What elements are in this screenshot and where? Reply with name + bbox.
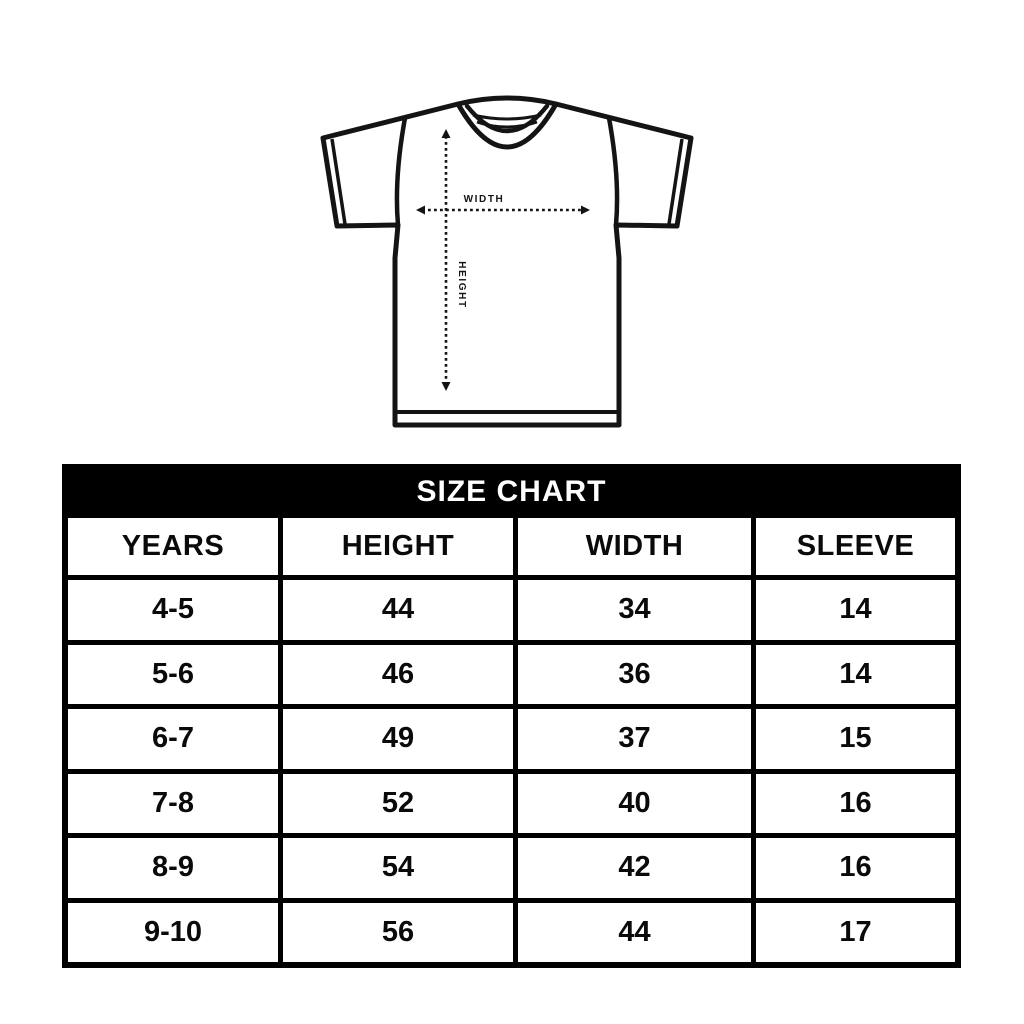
table-cell-r1-c0: 5-6	[68, 644, 278, 704]
table-cell-r0-c2: 34	[518, 580, 751, 640]
column-header-height: HEIGHT	[283, 518, 513, 575]
collar-rib-line	[476, 120, 538, 129]
collar-rib-line	[472, 113, 542, 121]
table-cell-r2-c2: 37	[518, 709, 751, 769]
table-cell-r5-c2: 44	[518, 902, 751, 962]
table-cell-r0-c0: 4-5	[68, 580, 278, 640]
collar-outer-arc	[455, 101, 559, 150]
table-cell-r3-c2: 40	[518, 773, 751, 833]
tshirt-diagram: WIDTH HEIGHT	[298, 78, 718, 438]
right-armhole-seam	[606, 117, 620, 226]
table-cell-r5-c1: 56	[283, 902, 513, 962]
column-header-years: YEARS	[68, 518, 278, 575]
table-title: SIZE CHART	[68, 470, 955, 513]
table-cell-r3-c3: 16	[756, 773, 955, 833]
table-cell-r1-c1: 46	[283, 644, 513, 704]
tshirt-icon: WIDTH HEIGHT	[320, 95, 694, 428]
left-armhole-seam	[394, 117, 408, 226]
table-cell-r4-c3: 16	[756, 838, 955, 898]
table-cell-r2-c3: 15	[756, 709, 955, 769]
table-cell-r0-c3: 14	[756, 580, 955, 640]
table-cell-r4-c0: 8-9	[68, 838, 278, 898]
table-cell-r5-c3: 17	[756, 902, 955, 962]
table-cell-r0-c1: 44	[283, 580, 513, 640]
right-sleeve-stripe	[667, 138, 684, 225]
table-cell-r3-c0: 7-8	[68, 773, 278, 833]
table-cell-r4-c2: 42	[518, 838, 751, 898]
column-header-width: WIDTH	[518, 518, 751, 575]
table-cell-r3-c1: 52	[283, 773, 513, 833]
column-header-sleeve: SLEEVE	[756, 518, 955, 575]
width-label: WIDTH	[464, 194, 505, 205]
height-label: HEIGHT	[456, 261, 467, 308]
width-arrow	[416, 205, 590, 215]
table-cell-r1-c2: 36	[518, 644, 751, 704]
left-sleeve-stripe	[330, 138, 347, 225]
table-cell-r1-c3: 14	[756, 644, 955, 704]
size-chart-table: SIZE CHART YEARS HEIGHT WIDTH SLEEVE 4-5…	[62, 464, 961, 968]
table-cell-r4-c1: 54	[283, 838, 513, 898]
table-cell-r2-c0: 6-7	[68, 709, 278, 769]
height-arrow	[441, 129, 451, 391]
table-cell-r5-c0: 9-10	[68, 902, 278, 962]
table-cell-r2-c1: 49	[283, 709, 513, 769]
